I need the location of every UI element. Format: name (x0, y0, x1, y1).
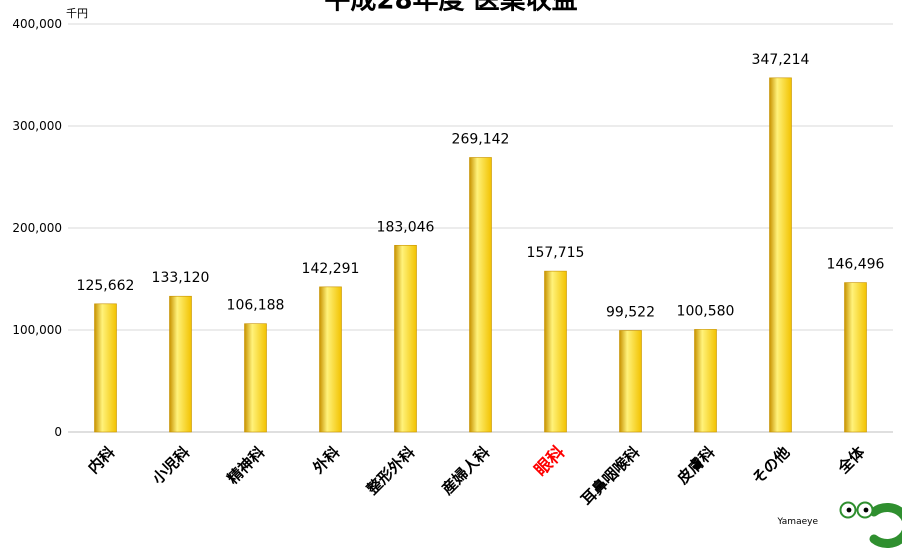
y-axis-unit-label: 千円 (66, 7, 88, 20)
data-label: 142,291 (302, 261, 360, 277)
y-tick-label: 0 (54, 425, 62, 439)
x-tick-label: その他 (749, 443, 794, 488)
x-axis: 内科 小児科 精神科 外科 整形外科 産婦人科 眼科 耳鼻咽喉科 皮膚科 その他 全体 (84, 442, 869, 509)
data-label: 157,715 (527, 245, 585, 261)
y-tick-label: 400,000 (12, 17, 62, 31)
bar (619, 330, 642, 433)
x-tick-label: 耳鼻咽喉科 (578, 443, 644, 509)
bar (319, 286, 342, 433)
data-label: 125,662 (77, 278, 135, 294)
y-tick-label: 100,000 (12, 323, 62, 337)
x-tick-label: 皮膚科 (674, 443, 719, 488)
chart-title: 平成28年度 医業収益 (324, 0, 577, 16)
bar (469, 157, 492, 433)
y-tick-label: 300,000 (12, 119, 62, 133)
x-tick-label: 整形外科 (363, 443, 418, 498)
data-label: 100,580 (677, 303, 735, 319)
bar (94, 303, 117, 433)
data-label: 106,188 (227, 298, 285, 314)
bar (844, 282, 867, 433)
y-axis: 0 100,000 200,000 300,000 400,000 (12, 17, 893, 439)
yamaeye-logo-left-pupil (846, 507, 852, 513)
bar (394, 244, 417, 433)
yamaeye-logo-right-pupil (863, 507, 869, 513)
data-label: 183,046 (377, 219, 435, 235)
data-label: 133,120 (152, 270, 210, 286)
data-label: 269,142 (452, 131, 510, 147)
bar (544, 270, 567, 433)
bar (244, 323, 267, 433)
bar-series (94, 77, 867, 433)
yamaeye-logo-text: Yamaeye (777, 517, 819, 527)
x-tick-label: 眼科 (530, 442, 569, 481)
x-tick-label: 内科 (84, 443, 118, 477)
yamaeye-logo-c (869, 503, 902, 548)
data-label: 146,496 (827, 257, 885, 273)
x-tick-label: 産婦人科 (438, 443, 493, 498)
x-tick-label: 小児科 (149, 443, 194, 488)
yamaeye-logo: Yamaeye (777, 501, 902, 548)
data-label: 99,522 (606, 304, 655, 320)
x-tick-label: 外科 (309, 443, 344, 478)
y-tick-label: 200,000 (12, 221, 62, 235)
data-label: 347,214 (752, 52, 810, 68)
x-tick-label: 精神科 (224, 443, 269, 488)
x-tick-label: 全体 (834, 442, 869, 477)
bar (694, 329, 717, 433)
bar (169, 295, 192, 433)
data-labels: 125,662 133,120 106,188 142,291 183,046 269,1… (77, 52, 885, 321)
bar (769, 77, 792, 433)
